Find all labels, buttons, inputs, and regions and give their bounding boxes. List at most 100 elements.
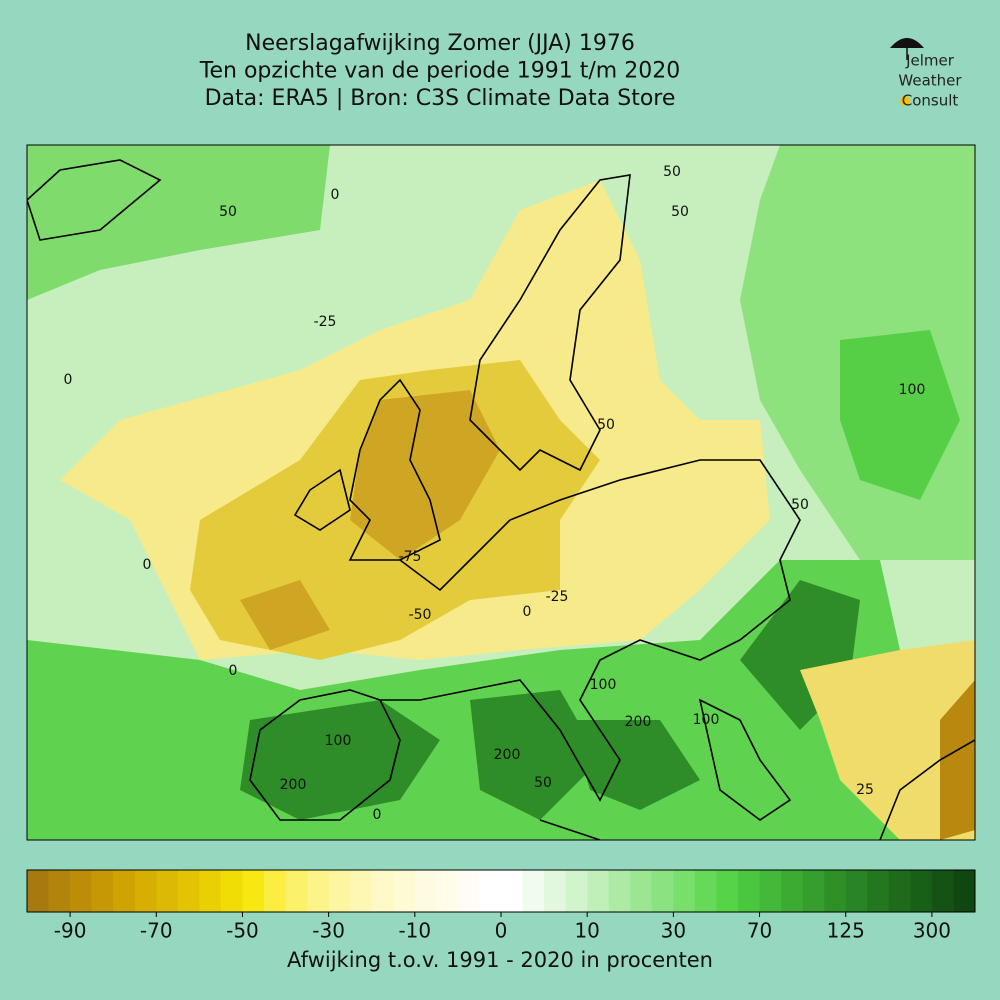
colorbar-segment: [328, 870, 351, 912]
colorbar-segment: [307, 870, 329, 912]
contour-label: -25: [546, 589, 569, 605]
colorbar-segment: [802, 870, 825, 912]
colorbar-tick-label: -70: [140, 919, 173, 943]
contour-label: 50: [219, 204, 237, 220]
colorbar-segment: [220, 870, 243, 912]
contour-label: 50: [597, 417, 615, 433]
colorbar-tick-label: 10: [574, 919, 599, 943]
colorbar-segment: [845, 870, 868, 912]
colorbar-segment: [436, 870, 459, 912]
contour-label: -25: [314, 314, 337, 330]
green-area: [27, 145, 330, 300]
coastline: [698, 698, 792, 821]
map: [27, 145, 975, 840]
colorbar-segment: [824, 870, 847, 912]
title-line: Data: ERA5 | Bron: C3S Climate Data Stor…: [205, 86, 676, 111]
colorbar-segment: [888, 870, 911, 912]
colorbar-segment: [522, 870, 545, 912]
coastline: [348, 378, 441, 561]
colorbar-tick-label: -10: [398, 919, 431, 943]
colorbar-segment: [285, 870, 308, 912]
contour-label: -75: [399, 549, 422, 565]
colorbar-segment: [177, 870, 200, 912]
colorbar-segment: [953, 870, 976, 912]
colorbar-segment: [608, 870, 631, 912]
colorbar-segment: [27, 870, 49, 912]
map-frame: [26, 144, 976, 841]
colorbar-tick-label: -30: [312, 919, 345, 943]
colorbar-segment: [457, 870, 480, 912]
colorbar-segment: [371, 870, 394, 912]
contour-label: 100: [590, 677, 617, 693]
colorbar-segment: [501, 870, 523, 912]
contour-label: 50: [663, 164, 681, 180]
contour-label: 0: [229, 663, 238, 679]
colorbar-segment: [867, 870, 890, 912]
colorbar-segment: [759, 870, 782, 912]
colorbar-segment: [651, 870, 674, 912]
colorbar-segment: [393, 870, 416, 912]
colorbar-tick-label: 125: [827, 919, 865, 943]
contour-label: 200: [280, 777, 307, 793]
contour-label: 0: [373, 807, 382, 823]
colorbar-segment: [694, 870, 717, 912]
colorbar-tick-label: 70: [747, 919, 772, 943]
coastline: [469, 174, 631, 472]
colorbar-tick-label: -90: [54, 919, 87, 943]
dry-area: [800, 640, 975, 840]
umbrella-icon: [890, 38, 924, 48]
contour-label: 100: [899, 382, 926, 398]
colorbar-segment: [91, 870, 114, 912]
colorbar-tick-label: -50: [226, 919, 259, 943]
colorbar-segment: [156, 870, 179, 912]
colorbar-segment: [134, 870, 157, 912]
colorbar-segment: [70, 870, 92, 912]
contour-label: 50: [534, 775, 552, 791]
contour-label: 200: [625, 714, 652, 730]
very-dry-area: [940, 680, 975, 840]
colorbar-segment: [199, 870, 222, 912]
colorbar-segment: [738, 870, 760, 912]
colorbar-tick-label: 0: [495, 919, 508, 943]
colorbar-segment: [48, 870, 71, 912]
title-line: Ten opzichte van de periode 1991 t/m 202…: [199, 59, 680, 84]
contour-label: 0: [143, 557, 152, 573]
logo-text: Weather: [898, 72, 962, 90]
colorbar-segment: [242, 870, 265, 912]
coastline: [539, 739, 975, 840]
title-line: Neerslagafwijking Zomer (JJA) 1976: [245, 31, 635, 56]
colorbar-tick-label: 30: [661, 919, 686, 943]
colorbar-segment: [113, 870, 136, 912]
logo-text: Consult: [902, 92, 959, 110]
coastline: [293, 468, 351, 531]
colorbar-segment: [565, 870, 588, 912]
sun-icon: [900, 96, 910, 106]
contour-label: 50: [671, 204, 689, 220]
logo-text: Jelmer: [905, 52, 955, 70]
contour-label: 25: [856, 782, 874, 798]
colorbar-tick-label: 300: [913, 919, 951, 943]
colorbar-segment: [630, 870, 653, 912]
contour-label: 100: [325, 733, 352, 749]
contour-label: 100: [693, 712, 720, 728]
contour-label: 200: [494, 747, 521, 763]
coastline: [27, 159, 162, 241]
colorbar-segment: [931, 870, 954, 912]
logo: [890, 38, 924, 106]
colorbar-segment: [587, 870, 610, 912]
colorbar-segment: [781, 870, 803, 912]
colorbar-segment: [479, 870, 502, 912]
contour-label: 50: [791, 497, 809, 513]
colorbar-label: Afwijking t.o.v. 1991 - 2020 in procente…: [287, 948, 713, 972]
contour-label: -50: [409, 607, 432, 623]
colorbar-segment: [910, 870, 933, 912]
contour-label: 0: [331, 187, 340, 203]
colorbar-segment: [350, 870, 373, 912]
green-area: [840, 330, 960, 500]
contour-label: 0: [523, 604, 532, 620]
colorbar-segment: [544, 870, 566, 912]
contour-label: 0: [64, 372, 73, 388]
colorbar-segment: [716, 870, 739, 912]
coastline: [249, 459, 801, 821]
